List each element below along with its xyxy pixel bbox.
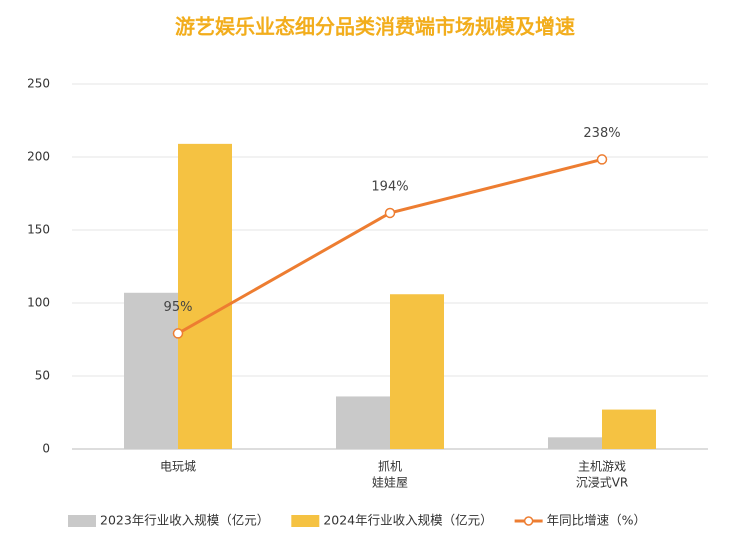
x-tick-label: 电玩城 (160, 460, 196, 474)
bar (390, 294, 444, 449)
legend-swatch (523, 516, 534, 526)
bar (548, 437, 602, 449)
x-tick-label: 娃娃屋 (372, 476, 408, 490)
x-tick-label: 抓机 (378, 460, 402, 474)
legend-swatch (68, 515, 96, 527)
x-tick-label: 沉浸式VR (576, 476, 629, 490)
bar (602, 409, 656, 449)
y-tick-label: 0 (42, 442, 50, 456)
bar (336, 396, 390, 449)
value-label: 95% (164, 300, 193, 315)
legend-label: 年同比增速（%） (547, 513, 646, 528)
legend-swatch (291, 515, 320, 527)
y-tick-label: 100 (27, 296, 50, 310)
y-tick-label: 150 (27, 223, 50, 237)
bar (178, 143, 232, 450)
y-tick-label: 50 (35, 369, 50, 383)
line-point (596, 154, 608, 165)
line-point (172, 328, 184, 339)
value-label: 194% (371, 179, 408, 194)
bar (124, 292, 178, 449)
line-point (384, 207, 396, 219)
chart-title: 游艺娱乐业态细分品类消费端市场规模及增速 (175, 15, 575, 39)
x-tick-label: 主机游戏 (578, 460, 626, 474)
y-tick-label: 200 (27, 150, 50, 164)
value-label: 238% (583, 126, 620, 141)
legend-label: 2023年行业收入规模（亿元） (100, 513, 269, 528)
legend-label: 2024年行业收入规模（亿元） (323, 513, 492, 528)
y-tick-label: 250 (27, 77, 50, 91)
